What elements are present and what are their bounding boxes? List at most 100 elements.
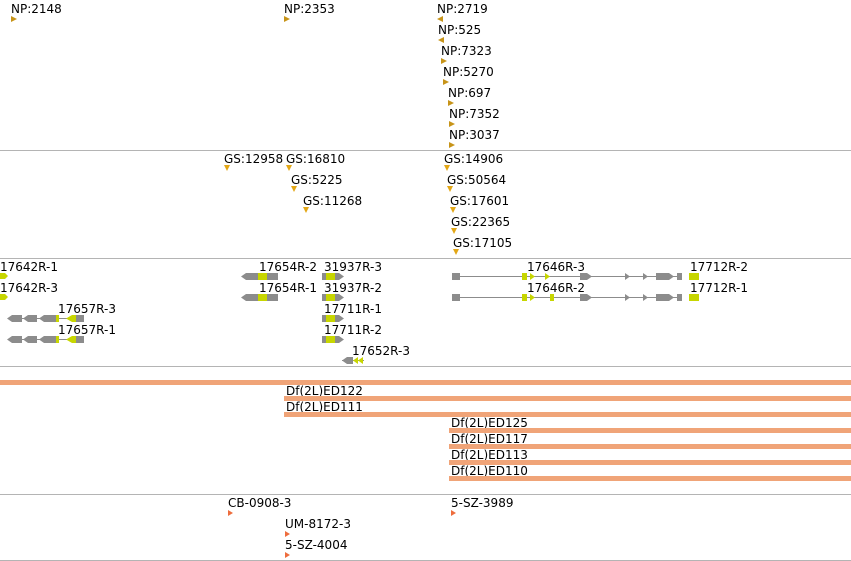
gs-insertion-marker-down (450, 207, 456, 213)
insertion-label: CB-0908-3 (228, 496, 291, 510)
gs-insertion-marker-down (447, 186, 453, 192)
strand-arrow (587, 294, 592, 301)
exon-block (347, 357, 353, 364)
np-insertion[interactable]: NP:5270 (443, 65, 494, 85)
gs-insertion-marker-down (286, 165, 292, 171)
deficiency-feature[interactable] (0, 380, 851, 385)
gene-transcript[interactable]: 17642R-3 (0, 281, 58, 300)
deficiency-feature[interactable]: Df(2L)ED117 (449, 432, 851, 449)
exon-block (44, 336, 56, 343)
utr-block (522, 294, 527, 301)
np-insertion[interactable]: NP:7323 (441, 44, 492, 64)
utr-block (522, 273, 527, 280)
exon-block (28, 315, 37, 322)
gs-insertion[interactable]: GS:17601 (450, 194, 509, 213)
np-insertion-label: NP:3037 (449, 128, 500, 142)
deficiency-feature[interactable]: Df(2L)ED125 (449, 416, 851, 433)
strand-arrow (530, 294, 535, 301)
strand-arrow (669, 294, 674, 301)
strand-arrow (339, 273, 344, 280)
gene-transcript[interactable]: 17711R-1 (322, 302, 382, 322)
exon-block (656, 273, 669, 280)
gs-insertion[interactable]: GS:16810 (286, 152, 345, 171)
gene-transcript[interactable]: 17646R-3 (452, 260, 682, 280)
insertion-feature[interactable]: UM-8172-3 (285, 517, 351, 537)
insertion-label: 5-SZ-3989 (451, 496, 513, 510)
np-insertion[interactable]: NP:697 (448, 86, 491, 106)
exon-block (246, 273, 258, 280)
deficiency-feature[interactable]: Df(2L)ED122 (284, 384, 851, 401)
deficiency-bar (284, 396, 851, 401)
deficiency-label: Df(2L)ED113 (451, 448, 528, 462)
gene-transcript[interactable]: 17652R-3 (342, 344, 410, 364)
np-insertion-label: NP:697 (448, 86, 491, 100)
np-insertion[interactable]: NP:2148 (11, 2, 62, 22)
insertion-feature[interactable]: 5-SZ-3989 (451, 496, 513, 516)
gene-transcript[interactable]: 31937R-2 (322, 281, 382, 301)
exon-block (322, 336, 326, 343)
exon-block (246, 294, 258, 301)
gs-insertion-label: GS:17601 (450, 194, 509, 208)
np-insertion[interactable]: NP:525 (438, 23, 481, 43)
utr-block (326, 273, 335, 280)
np-insertion[interactable]: NP:2353 (284, 2, 335, 22)
gene-transcript[interactable]: 17654R-1 (241, 281, 317, 301)
exon-block (580, 273, 587, 280)
deficiency-label: Df(2L)ED122 (286, 384, 363, 398)
utr-block (550, 294, 554, 301)
exon-block (44, 315, 56, 322)
gene-transcript[interactable]: 17711R-2 (322, 323, 382, 343)
gs-insertion[interactable]: GS:17105 (453, 236, 512, 255)
exon-block (322, 273, 326, 280)
exon-block (335, 336, 339, 343)
exon-block (76, 315, 84, 322)
gs-insertion[interactable]: GS:12958 (224, 152, 283, 171)
gs-insertion[interactable]: GS:5225 (291, 173, 343, 192)
deficiency-feature[interactable]: Df(2L)ED110 (449, 464, 851, 481)
strand-arrow (7, 336, 12, 343)
exon-block (322, 294, 326, 301)
np-insertion[interactable]: NP:3037 (449, 128, 500, 148)
gs-insertion[interactable]: GS:22365 (451, 215, 510, 234)
exon-block (677, 273, 682, 280)
deficiency-feature[interactable]: Df(2L)ED111 (284, 400, 851, 417)
gene-transcript[interactable]: 17646R-2 (452, 281, 682, 301)
transcript-label: 17711R-1 (324, 302, 382, 316)
gene-transcript[interactable]: 17657R-1 (7, 323, 116, 343)
gs-insertion[interactable]: GS:14906 (444, 152, 503, 171)
gs-insertion[interactable]: GS:50564 (447, 173, 506, 192)
np-insertion-marker-left (437, 16, 443, 22)
transcript-label: 17642R-1 (0, 260, 58, 274)
strand-arrow (66, 315, 72, 322)
deficiency-feature[interactable]: Df(2L)ED113 (449, 448, 851, 465)
gene-transcript[interactable]: 17712R-1 (689, 281, 748, 301)
gene-transcript[interactable]: 17712R-2 (689, 260, 748, 280)
transcript-label: 17654R-2 (259, 260, 317, 274)
utr-block (326, 336, 335, 343)
gs-insertion[interactable]: GS:11268 (303, 194, 362, 213)
gene-transcript[interactable]: 17642R-1 (0, 260, 58, 279)
exon-block (267, 273, 278, 280)
transcript-label: 17712R-2 (690, 260, 748, 274)
np-insertion-label: NP:7352 (449, 107, 500, 121)
np-insertion[interactable]: NP:7352 (449, 107, 500, 127)
np-insertion-marker-left (438, 37, 444, 43)
exon-block (335, 273, 339, 280)
gene-transcript[interactable]: 17654R-2 (241, 260, 317, 280)
insertion-marker (228, 510, 233, 516)
gene-transcript[interactable]: 17657R-3 (7, 302, 116, 322)
exon-block (335, 315, 339, 322)
np-insertion[interactable]: NP:2719 (437, 2, 488, 22)
gs-insertion-label: GS:12958 (224, 152, 283, 166)
insertion-feature[interactable]: 5-SZ-4004 (285, 538, 347, 558)
utr-block (689, 273, 699, 280)
np-insertion-marker-right (448, 100, 454, 106)
insertion-feature[interactable]: CB-0908-3 (228, 496, 291, 516)
transcript-label: 17646R-2 (527, 281, 585, 295)
transcript-label: 31937R-2 (324, 281, 382, 295)
gene-transcript[interactable]: 31937R-3 (322, 260, 382, 280)
exon-block (452, 294, 460, 301)
np-insertion-label: NP:2148 (11, 2, 62, 16)
gs-insertion-marker-down (451, 228, 457, 234)
utr-block (0, 294, 5, 300)
